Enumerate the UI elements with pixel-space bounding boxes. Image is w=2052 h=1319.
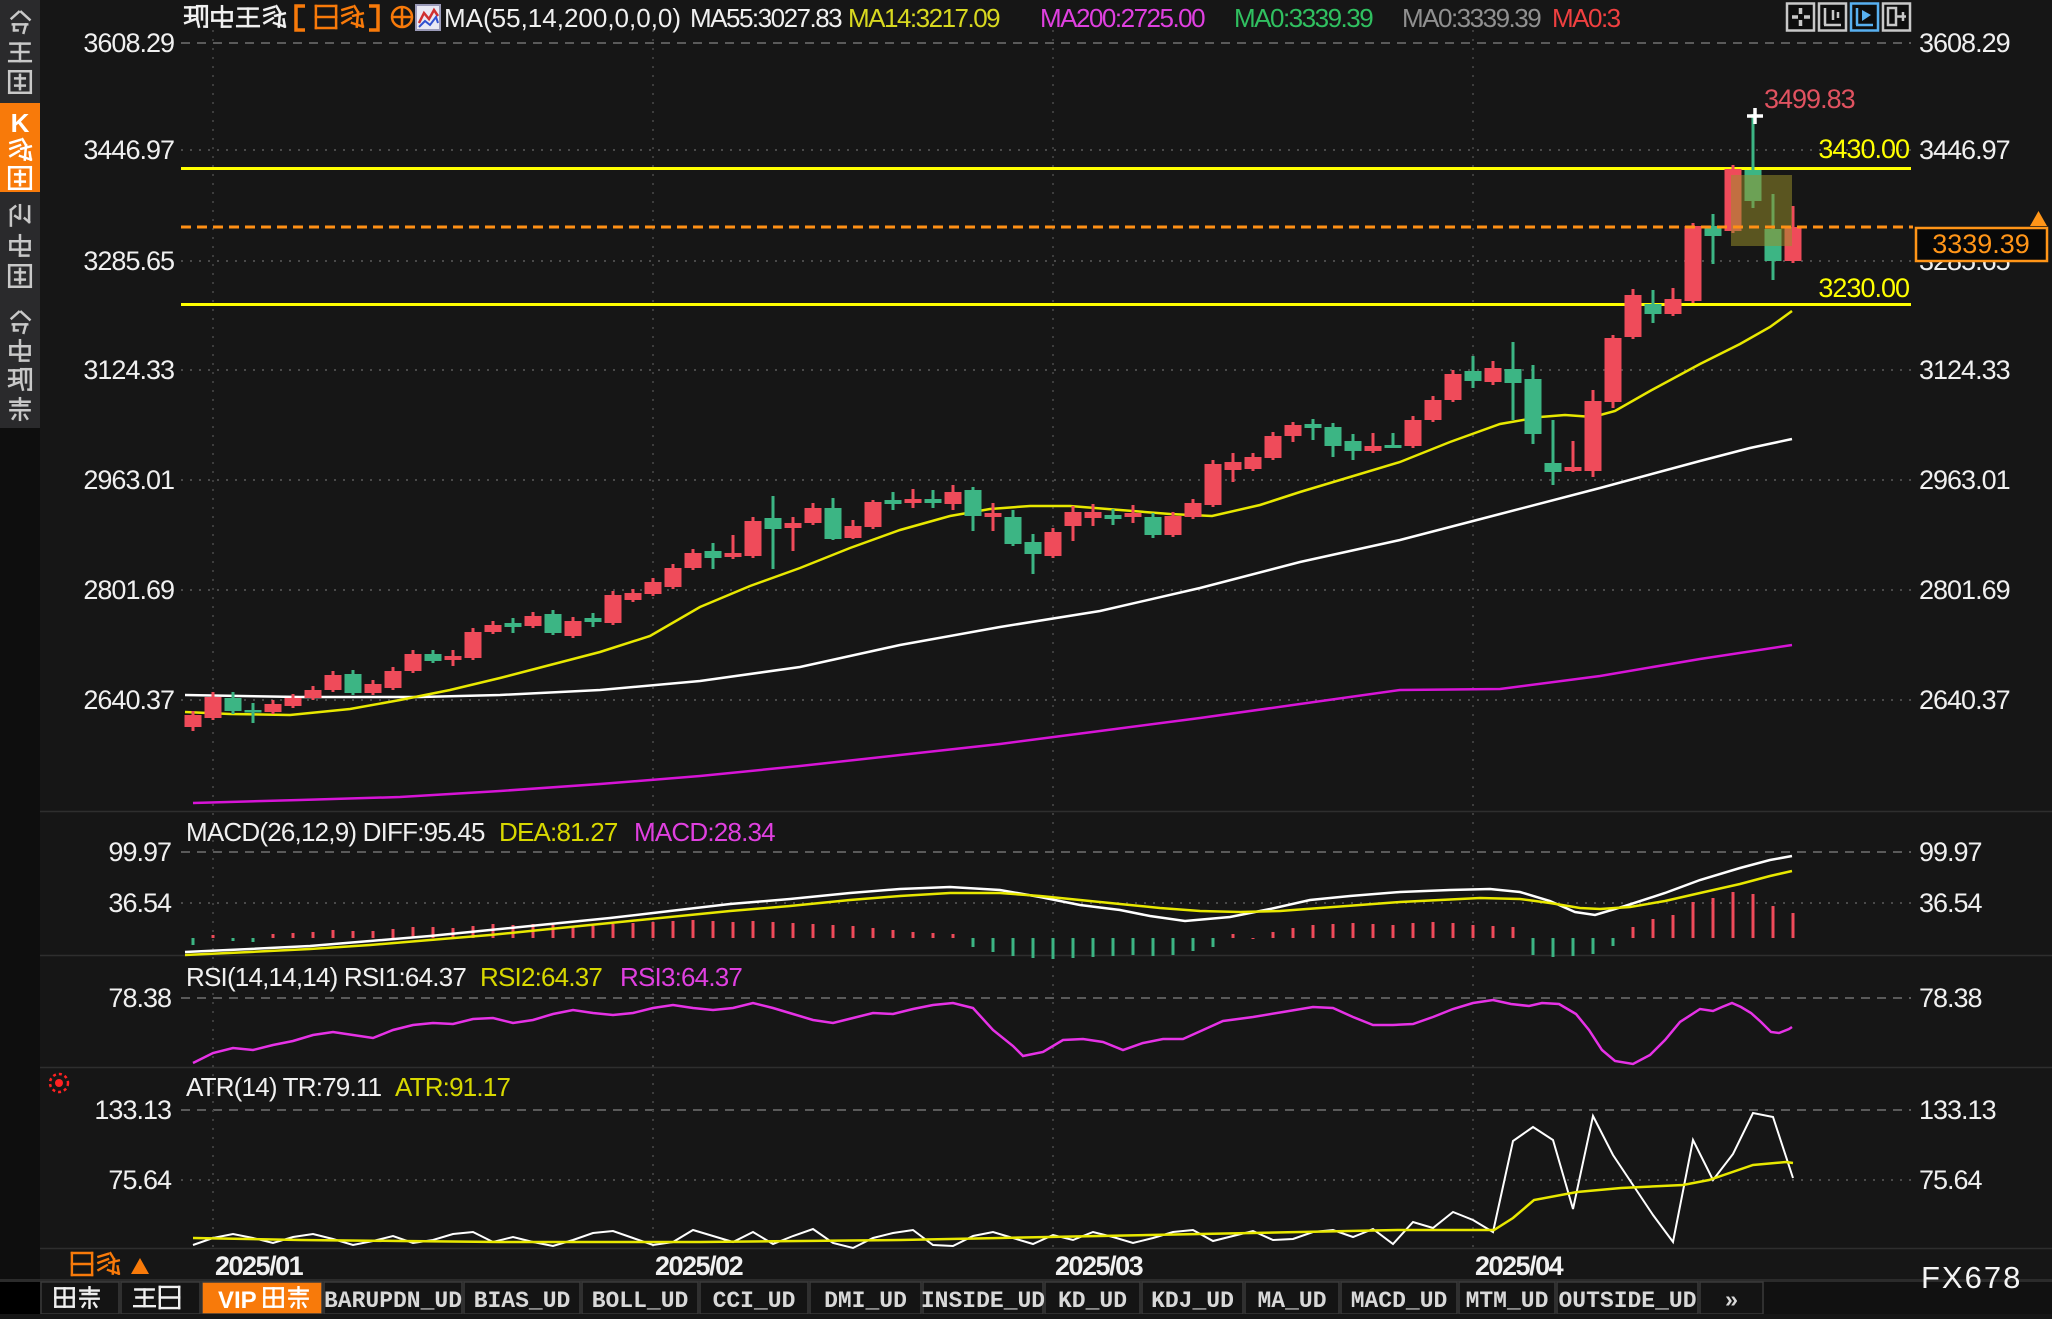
svg-text:3124.33: 3124.33: [83, 355, 174, 385]
svg-text:3339.39: 3339.39: [1932, 229, 2030, 259]
svg-text:3608.29: 3608.29: [83, 28, 174, 58]
svg-text:3499.83: 3499.83: [1764, 84, 1855, 114]
svg-text:MA(55,14,200,0,0,0): MA(55,14,200,0,0,0): [444, 3, 681, 33]
svg-text:2640.37: 2640.37: [1919, 685, 2010, 715]
svg-text:3608.29: 3608.29: [1919, 28, 2010, 58]
svg-text:MACD(26,12,9) DIFF:95.45: MACD(26,12,9) DIFF:95.45: [186, 817, 485, 847]
svg-text:BIAS_UD: BIAS_UD: [474, 1288, 571, 1314]
svg-text:2801.69: 2801.69: [1919, 575, 2010, 605]
svg-text:MACD_UD: MACD_UD: [1351, 1288, 1448, 1314]
svg-text:3446.97: 3446.97: [83, 135, 174, 165]
svg-text:ATR(14) TR:79.11: ATR(14) TR:79.11: [186, 1072, 382, 1102]
svg-text:»: »: [1725, 1288, 1739, 1314]
svg-text:99.97: 99.97: [108, 837, 171, 867]
svg-text:MA55:3027.83: MA55:3027.83: [690, 3, 842, 33]
svg-text:VIP: VIP: [218, 1287, 257, 1314]
svg-text:2025/02: 2025/02: [655, 1251, 743, 1281]
svg-text:INSIDE_UD: INSIDE_UD: [921, 1288, 1045, 1314]
svg-text:99.97: 99.97: [1919, 837, 1982, 867]
svg-text:36.54: 36.54: [1919, 888, 1983, 918]
svg-text:RSI3:64.37: RSI3:64.37: [620, 962, 742, 992]
svg-text:3430.00: 3430.00: [1818, 134, 1909, 164]
svg-text:2963.01: 2963.01: [1919, 465, 2010, 495]
svg-text:DMI_UD: DMI_UD: [824, 1288, 907, 1314]
svg-text:OUTSIDE_UD: OUTSIDE_UD: [1558, 1288, 1696, 1314]
svg-text:78.38: 78.38: [108, 983, 171, 1013]
svg-text:MA0:3: MA0:3: [1552, 3, 1621, 33]
svg-text:3124.33: 3124.33: [1919, 355, 2010, 385]
svg-text:MA14:3217.09: MA14:3217.09: [848, 3, 1000, 33]
svg-text:KDJ_UD: KDJ_UD: [1151, 1288, 1234, 1314]
svg-text:RSI(14,14,14) RSI1:64.37: RSI(14,14,14) RSI1:64.37: [186, 962, 466, 992]
svg-text:MA_UD: MA_UD: [1257, 1288, 1326, 1314]
svg-text:3285.65: 3285.65: [83, 246, 174, 276]
svg-text:2801.69: 2801.69: [83, 575, 174, 605]
svg-text:75.64: 75.64: [1919, 1165, 1983, 1195]
svg-text:DEA:81.27: DEA:81.27: [499, 817, 618, 847]
svg-text:36.54: 36.54: [108, 888, 172, 918]
svg-text:RSI2:64.37: RSI2:64.37: [480, 962, 602, 992]
svg-text:FX678: FX678: [1921, 1260, 2022, 1295]
svg-text:133.13: 133.13: [1919, 1095, 1996, 1125]
svg-text:CCI_UD: CCI_UD: [713, 1288, 796, 1314]
svg-text:2025/03: 2025/03: [1055, 1251, 1144, 1281]
svg-text:ATR:91.17: ATR:91.17: [395, 1072, 510, 1102]
svg-text:KD_UD: KD_UD: [1058, 1288, 1127, 1314]
svg-text:K: K: [11, 108, 30, 138]
svg-text:2963.01: 2963.01: [83, 465, 174, 495]
svg-text:BARUPDN_UD: BARUPDN_UD: [324, 1288, 462, 1314]
svg-text:3446.97: 3446.97: [1919, 135, 2010, 165]
svg-text:2640.37: 2640.37: [83, 685, 174, 715]
svg-text:3230.00: 3230.00: [1818, 273, 1909, 303]
svg-text:75.64: 75.64: [108, 1165, 172, 1195]
svg-text:MTM_UD: MTM_UD: [1466, 1288, 1549, 1314]
svg-text:BOLL_UD: BOLL_UD: [592, 1288, 689, 1314]
svg-text:MACD:28.34: MACD:28.34: [634, 817, 775, 847]
svg-text:MA0:3339.39: MA0:3339.39: [1402, 3, 1541, 33]
svg-text:78.38: 78.38: [1919, 983, 1982, 1013]
svg-text:2025/01: 2025/01: [215, 1251, 304, 1281]
svg-text:133.13: 133.13: [94, 1095, 171, 1125]
svg-text:MA0:3339.39: MA0:3339.39: [1234, 3, 1373, 33]
svg-text:MA200:2725.00: MA200:2725.00: [1040, 3, 1205, 33]
svg-text:2025/04: 2025/04: [1475, 1251, 1564, 1281]
